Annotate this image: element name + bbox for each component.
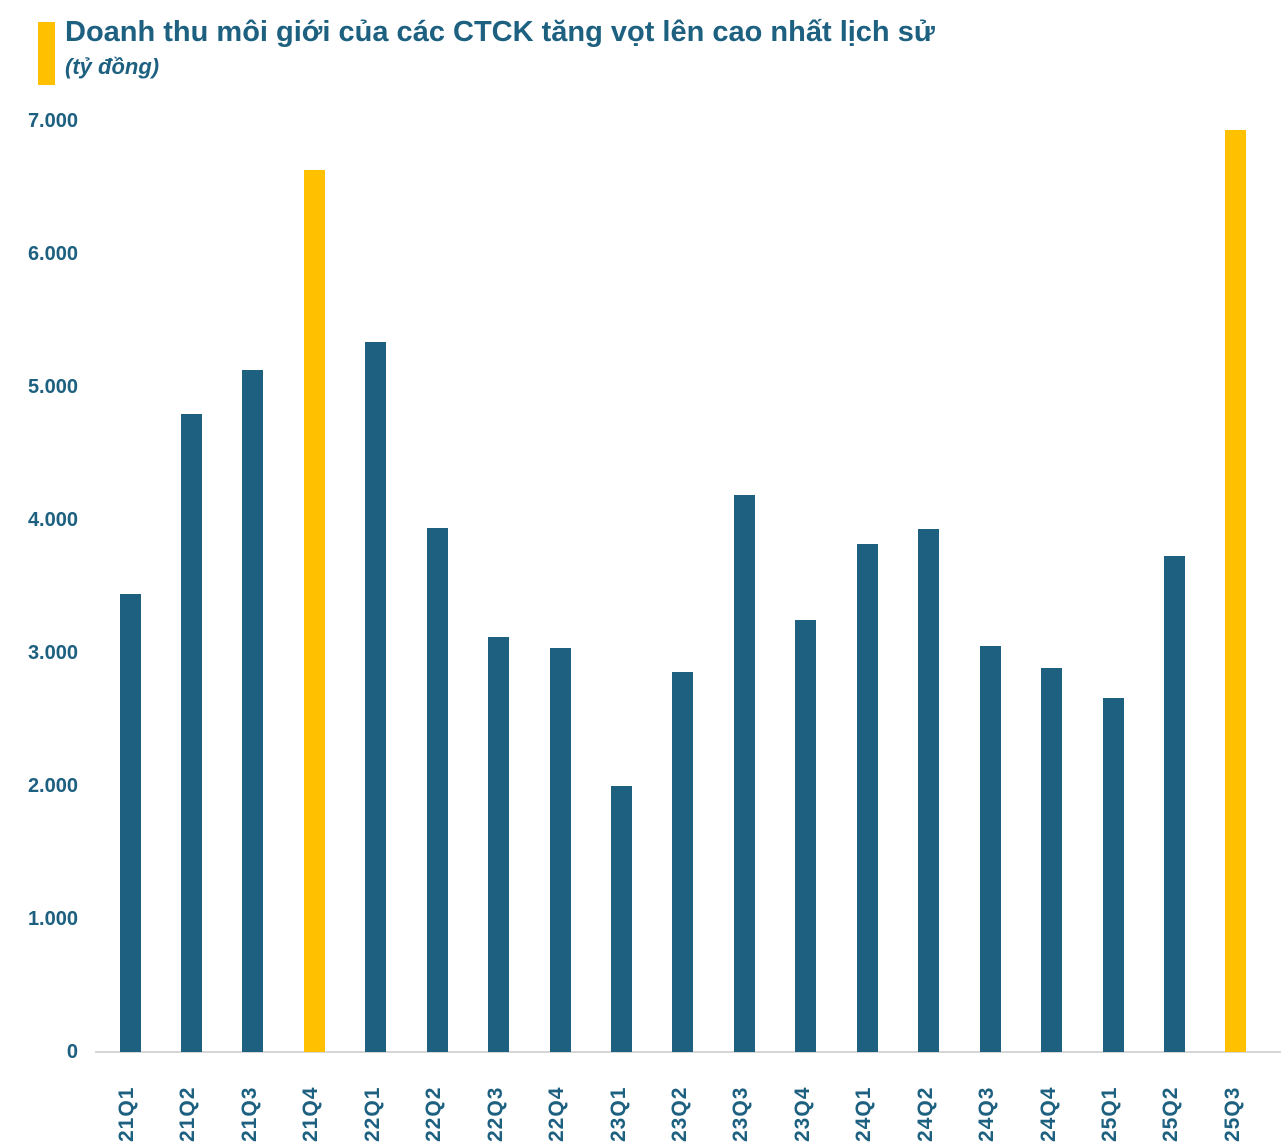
- x-tick-label-23q4: 23Q4: [790, 1086, 814, 1142]
- bar-24q3: [979, 646, 1001, 1052]
- bar-22q1: [365, 342, 387, 1052]
- x-tick-label-22q1: 22Q1: [360, 1086, 384, 1142]
- bar-23q1: [611, 786, 633, 1052]
- y-tick-label: 5.000: [27, 376, 78, 398]
- x-tick-label-25q1: 25Q1: [1098, 1086, 1122, 1142]
- x-tick-label-25q3: 25Q3: [1220, 1086, 1244, 1142]
- bar-23q4: [795, 620, 817, 1052]
- bar-25q1: [1102, 698, 1124, 1052]
- y-tick-label: 2.000: [27, 775, 78, 797]
- y-tick-label: 3.000: [27, 642, 78, 664]
- bar-21q3: [242, 370, 264, 1052]
- x-tick-label-23q2: 23Q2: [667, 1086, 691, 1142]
- x-tick-label-24q1: 24Q1: [852, 1086, 876, 1142]
- bar-24q2: [918, 529, 940, 1052]
- bar-21q1: [119, 594, 141, 1052]
- x-tick-label-22q3: 22Q3: [483, 1086, 507, 1142]
- x-tick-label-24q4: 24Q4: [1036, 1086, 1060, 1142]
- x-tick-label-21q1: 21Q1: [115, 1086, 138, 1142]
- x-axis-line: [95, 1051, 1281, 1053]
- bar-22q2: [426, 528, 448, 1052]
- x-tick-label-25q2: 25Q2: [1159, 1086, 1183, 1142]
- chart-subtitle: (tỷ đồng): [65, 54, 160, 79]
- x-tick-label-23q3: 23Q3: [729, 1086, 753, 1142]
- bar-23q3: [733, 495, 755, 1052]
- bar-23q2: [672, 672, 694, 1052]
- x-tick-label-21q4: 21Q4: [299, 1086, 323, 1142]
- y-tick-label: 6.000: [27, 243, 78, 265]
- bar-25q3: [1225, 130, 1247, 1052]
- bar-24q1: [856, 544, 878, 1052]
- bar-25q2: [1163, 556, 1185, 1052]
- y-tick-label: 1.000: [27, 908, 78, 930]
- x-tick-label-21q2: 21Q2: [176, 1086, 200, 1142]
- x-tick-label-24q2: 24Q2: [913, 1086, 937, 1142]
- chart-title: Doanh thu môi giới của các CTCK tăng vọt…: [65, 16, 935, 48]
- x-tick-label-23q1: 23Q1: [606, 1086, 630, 1142]
- x-tick-label-22q4: 22Q4: [545, 1086, 569, 1142]
- bar-22q3: [488, 637, 510, 1052]
- bar-22q4: [549, 648, 571, 1052]
- y-tick-label: 7.000: [27, 110, 78, 132]
- x-tick-label-24q3: 24Q3: [975, 1086, 999, 1142]
- x-tick-label-22q2: 22Q2: [422, 1086, 446, 1142]
- y-tick-label: 0: [66, 1041, 78, 1063]
- bar-24q4: [1041, 668, 1063, 1052]
- bar-21q2: [180, 414, 202, 1052]
- x-tick-label-21q3: 21Q3: [237, 1086, 261, 1142]
- title-accent-bar: [38, 22, 55, 85]
- bar-21q4: [303, 170, 325, 1052]
- y-tick-label: 4.000: [27, 509, 78, 531]
